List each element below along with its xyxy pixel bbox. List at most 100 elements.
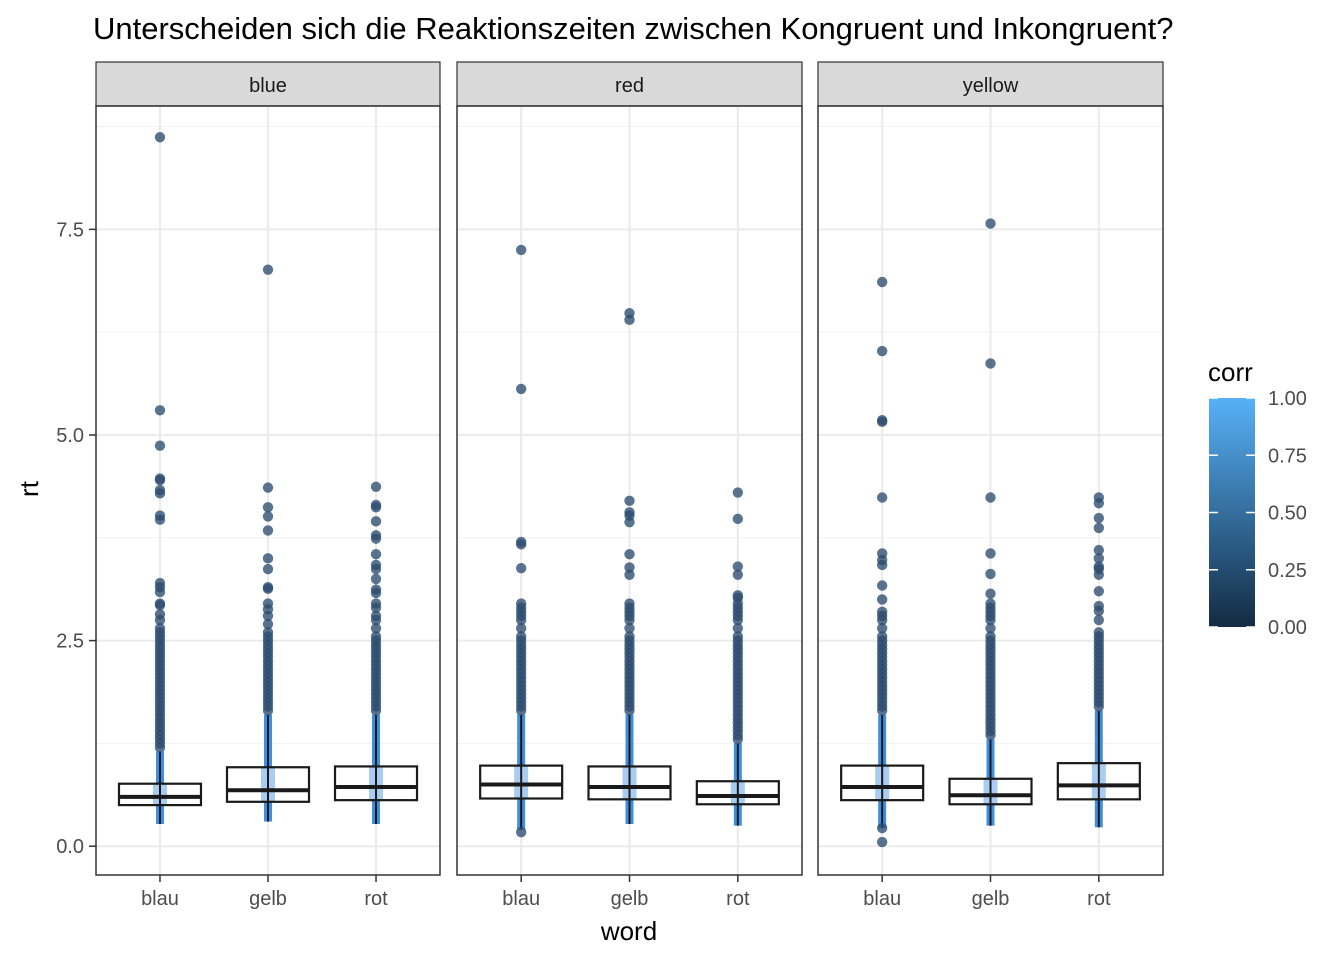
panel-border [456,105,803,876]
outlier-point [515,614,527,626]
outlier-point [370,533,382,544]
outlier-point [154,586,166,598]
x-tick-label: rot [364,888,388,910]
x-tick-label: blau [863,888,901,910]
y-axis-title: rt [14,480,44,497]
box-iqr [695,780,780,806]
facet-panel-yellow: yellow blau gelb rot [817,61,1164,910]
colorbar-label: 0.25 [1268,560,1307,582]
facet-panel-blue: blue blau gelb rot [95,61,441,910]
outlier-point [1093,614,1105,626]
facet-strip [95,61,441,107]
outlier-point [370,549,382,560]
outlier-point [262,610,274,622]
y-axis: 0.0 2.5 5.0 7.5 [56,219,96,858]
box-blue-blau [117,132,203,825]
outlier-point [370,481,382,492]
outlier-point [1093,553,1105,564]
x-tick-label: blau [502,888,540,910]
x-tick-label: rot [1087,888,1111,910]
colorbar-label: 1.00 [1268,388,1307,410]
outlier-point [262,482,274,493]
outlier-point [154,514,166,525]
outlier-point [370,705,382,716]
x-tick-label: gelb [249,888,287,910]
x-tick-label: gelb [972,888,1010,910]
x-tick-label: blau [141,888,179,910]
box-blue-gelb [225,264,311,822]
outlier-point [1093,586,1105,597]
outlier-point [876,594,888,605]
chart-title: Unterscheiden sich die Reaktionszeiten z… [93,11,1174,46]
box-yellow-gelb [948,218,1033,826]
outlier-point [624,562,635,573]
outlier-point [515,623,527,634]
outlier-point [624,549,635,560]
outlier-point [876,345,888,357]
outlier-point [154,132,166,143]
box-iqr [333,765,419,802]
legend-title: corr [1208,357,1253,387]
y-tick-label: 0.0 [56,836,84,858]
outlier-point [624,495,635,506]
outlier-point [732,623,744,634]
box-iqr [117,782,203,807]
outlier-point [154,405,166,416]
outlier-point [876,276,888,288]
outlier-point [1093,522,1105,534]
outlier-point [732,513,744,525]
box-iqr [1056,762,1141,801]
outlier-point [370,614,382,626]
outlier-point [515,705,527,716]
outlier-point [1093,544,1105,556]
outlier-point [370,516,382,527]
outlier-point [370,563,382,575]
colorbar-label: 0.50 [1268,503,1307,525]
colorbar-label: 0.75 [1268,445,1307,467]
outlier-point [732,561,744,572]
outlier-point [262,563,274,575]
facet-panel-red: red blau gelb rot [456,61,803,910]
outlier-point [985,218,996,229]
box-red-rot [695,487,780,826]
outlier-point [876,836,888,848]
outlier-point [154,440,166,451]
outlier-point [370,573,382,585]
box-iqr [587,765,672,801]
outlier-point [370,502,382,513]
colorbar-legend: corr 0.00 0.25 0.50 0.75 1.00 [1208,357,1307,639]
x-axis-title: word [600,916,657,946]
facet-strip-label: yellow [963,75,1019,97]
outlier-point [624,705,635,716]
facets-layer: blue blau gelb rot red blau gelb rot yellow blau g… [95,61,1164,910]
outlier-point [985,614,996,626]
box-yellow-blau [840,276,925,848]
outlier-point [985,588,996,599]
outlier-point [876,492,888,503]
outlier-point [876,416,888,428]
outlier-point [876,822,888,834]
outlier-point [515,827,527,838]
outlier-point [262,583,274,594]
outlier-point [876,580,888,591]
outlier-point [985,568,996,580]
outlier-point [1093,498,1105,509]
outlier-point [262,553,274,564]
outlier-point [154,488,166,499]
colorbar-label: 0.00 [1268,617,1307,639]
outlier-point [262,618,274,630]
outlier-point [985,548,996,559]
outlier-point [624,623,635,634]
outlier-point [262,264,274,275]
panel-border [817,105,1164,876]
outlier-point [1093,512,1105,524]
outlier-point [515,244,527,256]
x-tick-label: gelb [611,888,649,910]
facet-strip [456,61,803,107]
outlier-point [1093,569,1105,581]
x-tick-label: rot [726,888,750,910]
outlier-point [985,729,996,741]
facet-strip-label: blue [249,75,287,97]
outlier-point [732,569,744,581]
outlier-point [515,563,527,574]
